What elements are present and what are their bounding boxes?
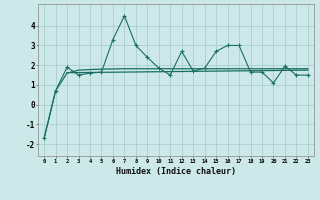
- X-axis label: Humidex (Indice chaleur): Humidex (Indice chaleur): [116, 167, 236, 176]
